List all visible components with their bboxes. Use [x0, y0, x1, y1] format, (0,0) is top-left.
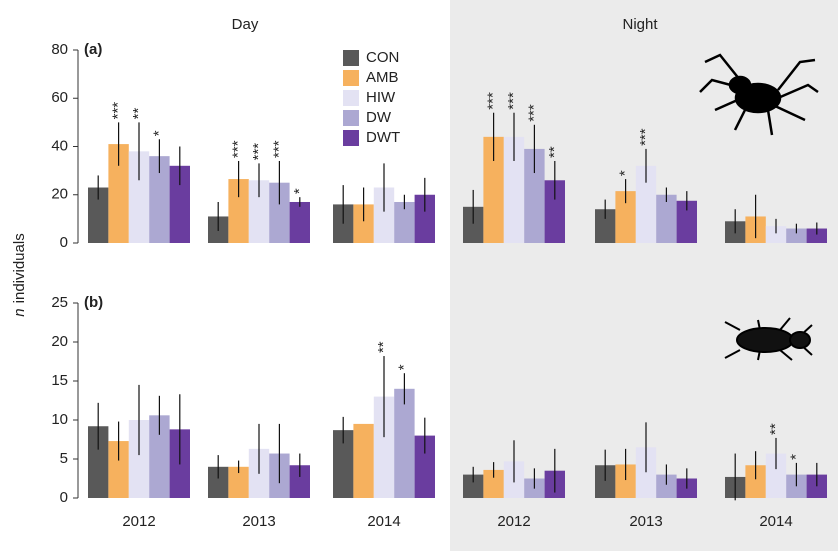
y-tick-label: 15	[51, 372, 68, 389]
section-title: Day	[232, 16, 259, 33]
bar	[394, 389, 414, 498]
significance-label: ***	[637, 128, 654, 146]
significance-label: ***	[110, 102, 127, 120]
y-tick-label: 60	[51, 89, 68, 106]
chart: Day Night nindividuals 020406080(a)CON**…	[0, 0, 838, 551]
significance-label: ***	[525, 104, 542, 122]
legend-label: HIW	[366, 89, 396, 106]
legend-label: DW	[366, 109, 392, 126]
significance-label: *	[150, 130, 167, 136]
y-tick-label: 80	[51, 41, 68, 58]
significance-label: *	[395, 364, 412, 370]
y-axis-label-italic: n	[11, 308, 28, 316]
significance-label: ***	[505, 92, 522, 110]
bar	[353, 424, 373, 498]
y-tick-label: 5	[60, 450, 68, 467]
legend-label: DWT	[366, 129, 400, 146]
x-tick-label: 2014	[367, 513, 400, 530]
y-tick-label: 0	[60, 234, 68, 251]
x-tick-label: 2012	[122, 513, 155, 530]
significance-label: ***	[485, 92, 502, 110]
y-tick-label: 40	[51, 137, 68, 154]
panel-label: (b)	[84, 294, 103, 311]
bar	[290, 202, 310, 243]
significance-label: **	[767, 423, 784, 435]
legend-swatch	[343, 50, 359, 66]
x-tick-label: 2014	[759, 513, 792, 530]
significance-label: *	[291, 188, 308, 194]
significance-label: **	[546, 146, 563, 158]
significance-label: **	[375, 341, 392, 353]
significance-label: ***	[230, 140, 247, 158]
y-tick-label: 20	[51, 186, 68, 203]
significance-label: **	[130, 108, 147, 120]
x-tick-label: 2012	[497, 513, 530, 530]
significance-label: ***	[250, 143, 267, 161]
significance-label: *	[787, 454, 804, 460]
panel-label: (a)	[84, 41, 102, 58]
legend-label: AMB	[366, 69, 399, 86]
y-axis-label: n individuals	[11, 233, 28, 316]
legend-swatch	[343, 90, 359, 106]
x-tick-label: 2013	[242, 513, 275, 530]
significance-label: *	[617, 170, 634, 176]
legend-swatch	[343, 70, 359, 86]
legend-swatch	[343, 130, 359, 146]
y-tick-label: 0	[60, 489, 68, 506]
section-title: Night	[622, 16, 658, 33]
y-tick-label: 25	[51, 294, 68, 311]
y-axis-label-text: individuals	[11, 233, 28, 303]
x-tick-label: 2013	[629, 513, 662, 530]
legend-label: CON	[366, 49, 399, 66]
y-tick-label: 20	[51, 333, 68, 350]
y-tick-label: 10	[51, 411, 68, 428]
legend-swatch	[343, 110, 359, 126]
significance-label: ***	[270, 140, 287, 158]
